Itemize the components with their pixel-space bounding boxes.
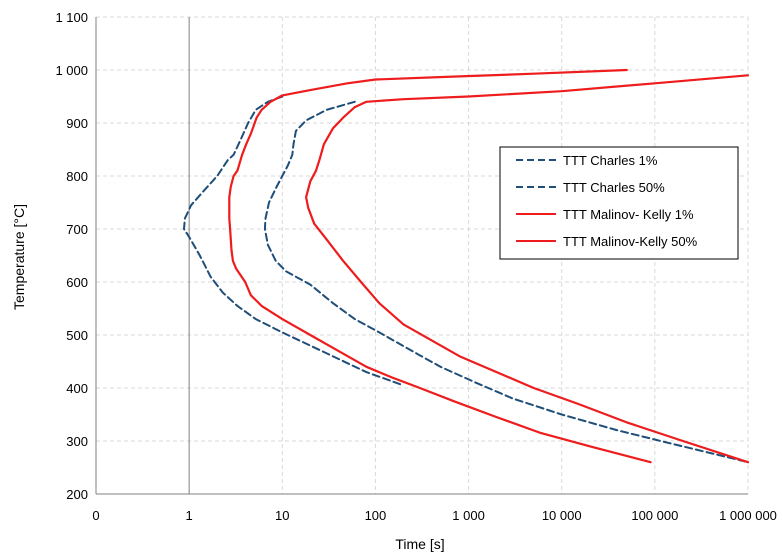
x-tick-label: 100 <box>365 508 387 523</box>
legend-label-4: TTT Malinov-Kelly 50% <box>563 234 698 249</box>
series-line-4 <box>305 74 750 464</box>
x-tick-label: 100 000 <box>631 508 678 523</box>
y-tick-label: 200 <box>66 487 88 502</box>
x-tick-label: 1 <box>186 508 193 523</box>
y-axis-title: Temperature [°C] <box>11 204 27 310</box>
y-tick-label: 900 <box>66 116 88 131</box>
x-tick-label: 1 000 000 <box>719 508 777 523</box>
legend-items: TTT Charles 1% TTT Charles 50% TTT Malinov… <box>516 153 698 249</box>
x-tick-label: 10 000 <box>542 508 582 523</box>
series-line-2 <box>263 100 749 464</box>
series-line-1 <box>183 95 405 387</box>
legend-label-1: TTT Charles 1% <box>563 153 658 168</box>
x-tick-label: 10 <box>275 508 289 523</box>
y-tick-label: 700 <box>66 222 88 237</box>
x-tick-label: 0 <box>92 508 99 523</box>
grid-lines <box>96 16 749 494</box>
y-tick-label: 800 <box>66 169 88 184</box>
x-tick-label: 1 000 <box>452 508 485 523</box>
y-tick-label: 300 <box>66 434 88 449</box>
y-tick-label: 1 100 <box>55 10 88 25</box>
series-line-3 <box>228 68 652 464</box>
y-tick-label: 500 <box>66 328 88 343</box>
y-tick-label: 600 <box>66 275 88 290</box>
legend-label-3: TTT Malinov- Kelly 1% <box>563 207 694 222</box>
axes <box>95 17 748 495</box>
x-axis-title: Time [s] <box>395 536 444 552</box>
series-lines <box>183 68 750 464</box>
legend-label-2: TTT Charles 50% <box>563 180 665 195</box>
y-tick-label: 1 000 <box>55 63 88 78</box>
legend: TTT Charles 1% TTT Charles 50% TTT Malinov… <box>499 146 739 260</box>
y-tick-label: 400 <box>66 381 88 396</box>
